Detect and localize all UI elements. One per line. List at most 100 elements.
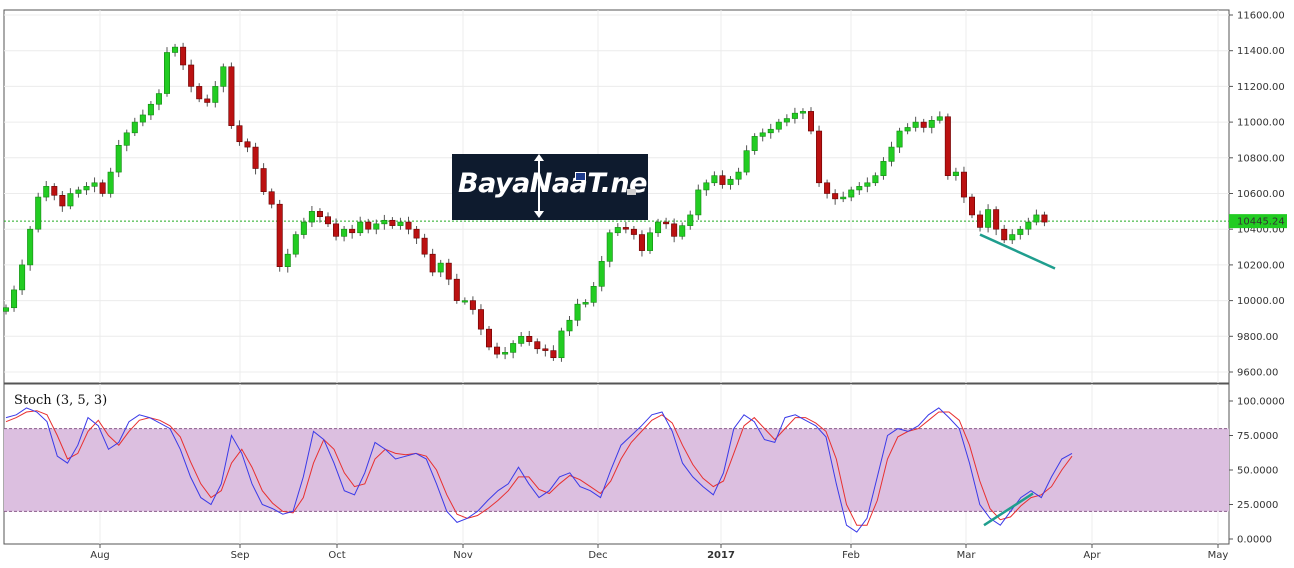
candle [848, 186, 855, 202]
candle [429, 248, 436, 277]
candle [614, 223, 621, 236]
candle [679, 222, 686, 240]
candle-body [912, 121, 919, 128]
candle-body [1017, 228, 1024, 235]
candle [510, 340, 517, 359]
candle-body [719, 175, 726, 185]
candle [502, 347, 509, 360]
candle-body [711, 175, 718, 184]
candle [663, 217, 670, 229]
stoch-y-tick-label: 100.0000 [1237, 397, 1285, 408]
candle-body [11, 289, 18, 309]
candle [180, 42, 187, 70]
candle [534, 338, 541, 354]
candle [268, 188, 275, 209]
candle [735, 167, 742, 186]
candle-body [630, 228, 637, 235]
price-y-tick-label: 11400.00 [1237, 46, 1285, 57]
candle [220, 63, 227, 93]
candle-body [1025, 221, 1032, 230]
candle-body [188, 64, 195, 87]
candle [365, 218, 372, 234]
candle [646, 227, 653, 254]
candle [437, 259, 444, 278]
candle [316, 208, 323, 223]
logo-candle-icon [627, 189, 636, 195]
candle [300, 217, 307, 239]
candle [968, 193, 975, 219]
candle [341, 225, 348, 242]
candle-body [791, 112, 798, 119]
candle-body [1041, 214, 1048, 223]
candle-body [99, 182, 106, 194]
candle [51, 183, 58, 201]
candle [912, 116, 919, 132]
candle [558, 327, 565, 362]
candle-body [67, 193, 74, 207]
candle-body [212, 86, 219, 103]
price-y-tick-label: 10800.00 [1237, 153, 1285, 164]
candle-body [260, 168, 267, 193]
candle-body [550, 350, 557, 359]
candle [413, 225, 420, 245]
candle-body [180, 46, 187, 66]
candle-body [848, 189, 855, 198]
candle-body [526, 335, 533, 342]
candle-body [19, 264, 26, 291]
candle-body [196, 86, 203, 100]
candle-body [614, 227, 621, 234]
candle-body [1009, 234, 1016, 241]
candle [244, 138, 251, 153]
candle-body [357, 221, 364, 234]
candle [172, 43, 179, 57]
candle-body [204, 98, 211, 103]
candle-body [751, 136, 758, 151]
candle-body [27, 228, 34, 266]
candle [155, 89, 162, 111]
price-y-tick-label: 10600.00 [1237, 189, 1285, 200]
bayanaat-logo: BayaNaaT.net [452, 154, 660, 220]
candle [582, 299, 589, 308]
candle-body [638, 234, 645, 251]
candle-body [558, 330, 565, 359]
candle-body [952, 171, 959, 176]
candle-body [123, 132, 130, 146]
candle-body [671, 223, 678, 237]
candle-body [510, 343, 517, 353]
candle [751, 133, 758, 155]
candle-body [429, 253, 436, 273]
candle [445, 258, 452, 286]
candle [759, 128, 766, 142]
candle-body [2, 307, 10, 312]
candle [397, 217, 404, 230]
x-tick-label: Aug [90, 550, 110, 561]
candle [727, 176, 734, 190]
candle [421, 233, 428, 258]
candle [566, 315, 573, 336]
x-tick-label: Apr [1083, 550, 1101, 561]
candle-body [139, 114, 146, 123]
candle-body [888, 146, 895, 162]
candle [236, 120, 243, 146]
candle-body [236, 125, 243, 143]
candle [204, 94, 211, 107]
candle [1025, 217, 1032, 236]
candle-body [993, 209, 1000, 230]
candle [622, 222, 629, 234]
candle-body [896, 130, 903, 148]
candle-body [655, 221, 662, 234]
candle-body [985, 209, 992, 228]
candle-body [172, 46, 179, 53]
candle-body [960, 171, 967, 198]
logo-candle-icon [575, 172, 586, 181]
candle-body [735, 171, 742, 180]
candle-body [147, 103, 154, 116]
candle-body [727, 178, 734, 185]
stoch-y-tick-label: 50.0000 [1237, 466, 1278, 477]
candle [977, 210, 984, 232]
candle [131, 117, 138, 137]
candle [373, 219, 380, 235]
candle [695, 184, 702, 220]
stoch-k-line [5, 407, 1073, 533]
